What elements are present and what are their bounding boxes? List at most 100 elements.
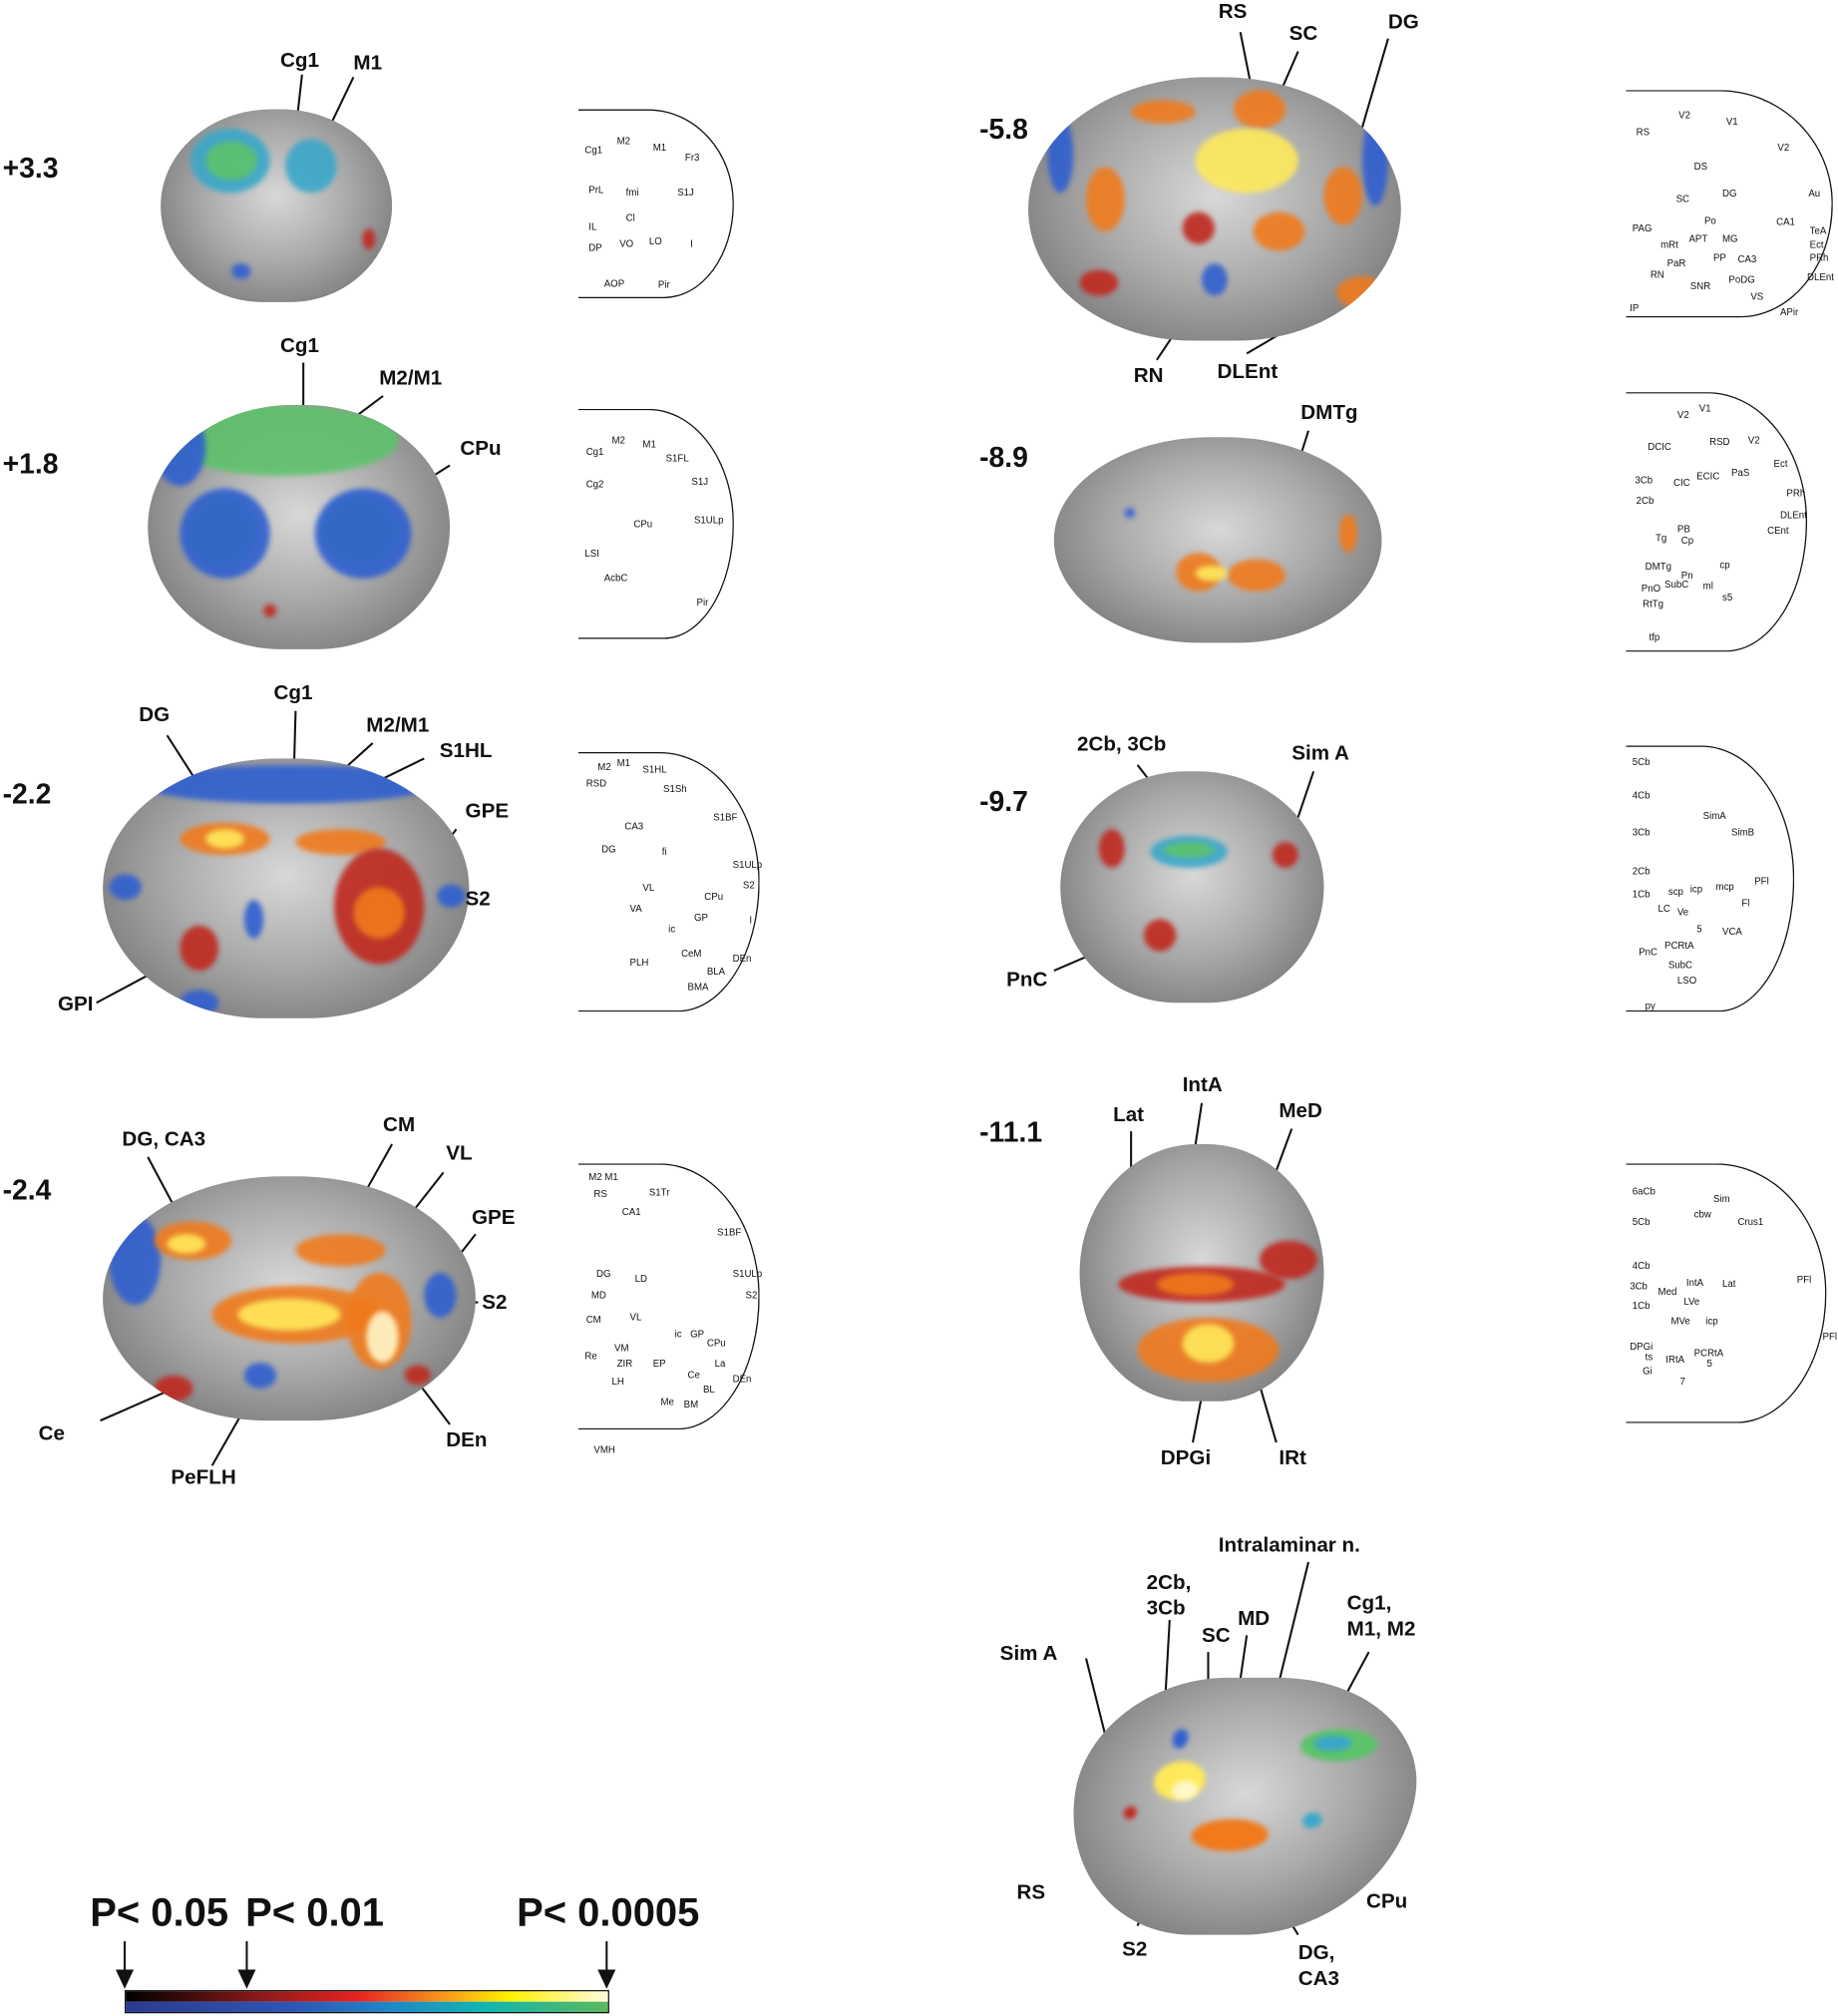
atlas-label: BLA [706, 965, 726, 978]
section-level: -11.1 [979, 1115, 1043, 1148]
atlas-label: mRt [1660, 238, 1678, 251]
threshold-p001: P< 0.01 [245, 1889, 385, 1935]
atlas-label: 1Cb [1632, 888, 1651, 901]
region-label-3d: 2Cb, 3Cb [1146, 1572, 1192, 1620]
atlas-label: IL [588, 220, 597, 233]
atlas-label: DEn [732, 953, 752, 965]
atlas-label: Lat [1721, 1278, 1736, 1290]
activation-cluster [141, 764, 438, 804]
atlas-label: ic [668, 923, 676, 935]
atlas-label: APir [1779, 305, 1799, 318]
atlas-label: Pir [696, 597, 709, 608]
section-level: +3.3 [2, 152, 59, 185]
section-level: -2.4 [2, 1173, 52, 1206]
atlas-label: 3Cb [1632, 826, 1651, 839]
atlas-label: La [714, 1357, 726, 1370]
atlas-label: icp [1689, 883, 1703, 896]
activation-cluster [230, 263, 251, 279]
atlas-label: Au [1808, 188, 1821, 200]
atlas-label: PFl [1754, 875, 1769, 888]
region-label: DG, CA3 [122, 1128, 206, 1151]
region-label-3d: Cg1, M1, M2 [1346, 1592, 1416, 1641]
atlas-label: LVe [1683, 1296, 1700, 1308]
brain-section-image [1053, 437, 1382, 643]
region-label-3d: DG, CA3 [1297, 1942, 1339, 1991]
atlas-label: DG [1721, 188, 1737, 200]
activation-cluster [1227, 559, 1286, 592]
atlas-label: LO [648, 234, 662, 247]
atlas-label: M2 [616, 135, 631, 147]
activation-cluster [1122, 1806, 1138, 1819]
activation-cluster [154, 408, 206, 487]
atlas-label: scp [1667, 885, 1683, 898]
atlas-label: Pn [1680, 569, 1693, 582]
activation-cluster [1195, 566, 1228, 582]
activation-cluster [1189, 1818, 1272, 1851]
atlas-label: Ce [687, 1369, 700, 1382]
atlas-label: Cg1 [585, 446, 604, 458]
atlas-label: VO [619, 237, 634, 250]
activation-cluster [1182, 1324, 1235, 1364]
atlas-label: DG [596, 1267, 611, 1280]
region-label: Cg1 [279, 335, 319, 358]
atlas-label: M1 [642, 438, 656, 451]
atlas-label: DEn [732, 1373, 752, 1386]
activation-cluster [1156, 1272, 1235, 1297]
region-label: IntA [1182, 1074, 1223, 1097]
atlas-label: I [749, 914, 753, 926]
atlas-label: BM [683, 1399, 699, 1411]
activation-cluster [180, 488, 270, 579]
atlas-label: VL [629, 1311, 642, 1324]
atlas-label: Crus1 [1737, 1216, 1764, 1228]
atlas-label: M2 M1 [588, 1171, 618, 1183]
atlas-label: DP [588, 241, 602, 253]
atlas-label: PP [1712, 251, 1726, 264]
atlas-label: Gi [1643, 1365, 1653, 1378]
atlas-label: LH [611, 1376, 624, 1388]
atlas-diagram [577, 109, 734, 299]
region-label: DMTg [1300, 402, 1358, 425]
atlas-label: mcp [1715, 880, 1734, 893]
atlas-label: V2 [1678, 109, 1691, 122]
activation-cluster [1234, 90, 1286, 129]
atlas-label: V2 [1747, 434, 1760, 447]
brain-section-image [103, 758, 470, 1018]
activation-cluster [263, 604, 277, 617]
atlas-label: RtTg [1643, 598, 1664, 609]
activation-cluster [404, 1365, 431, 1386]
activation-cluster [205, 829, 244, 849]
atlas-label: LD [634, 1272, 648, 1285]
atlas-label: DMTg [1645, 560, 1671, 573]
atlas-label: VMH [593, 1443, 615, 1455]
atlas-label: Tg [1654, 532, 1667, 545]
atlas-label: Ect [1809, 238, 1824, 251]
atlas-label: Cg2 [585, 478, 604, 491]
atlas-label: PRh [1809, 251, 1829, 264]
atlas-label: 3Cb [1635, 474, 1654, 487]
atlas-diagram [577, 408, 734, 639]
atlas-label: S1ULp [732, 1267, 763, 1280]
atlas-label: 5Cb [1632, 1216, 1651, 1228]
region-label: CM [383, 1114, 416, 1137]
atlas-label: Pir [657, 278, 670, 291]
atlas-label: VM [614, 1342, 629, 1355]
atlas-label: CeM [681, 947, 702, 960]
atlas-label: APT [1688, 232, 1708, 244]
atlas-label: Fr3 [684, 152, 700, 164]
atlas-label: DS [1693, 161, 1708, 173]
atlas-label: PFl [1822, 1330, 1838, 1343]
activation-cluster [1362, 115, 1388, 206]
atlas-label: SubC [1667, 959, 1693, 972]
activation-cluster [243, 1363, 277, 1389]
atlas-label: ZIR [616, 1357, 633, 1370]
atlas-label: PrL [588, 184, 604, 196]
activation-cluster [1047, 115, 1074, 194]
atlas-label: 5Cb [1632, 755, 1651, 768]
activation-cluster [1171, 1729, 1190, 1749]
region-label: MeD [1279, 1100, 1322, 1123]
region-label-3d: RS [1016, 1881, 1046, 1904]
atlas-label: Cg1 [584, 144, 603, 156]
activation-cluster [353, 887, 405, 939]
atlas-label: PB [1676, 523, 1690, 536]
activation-cluster [109, 1214, 162, 1306]
